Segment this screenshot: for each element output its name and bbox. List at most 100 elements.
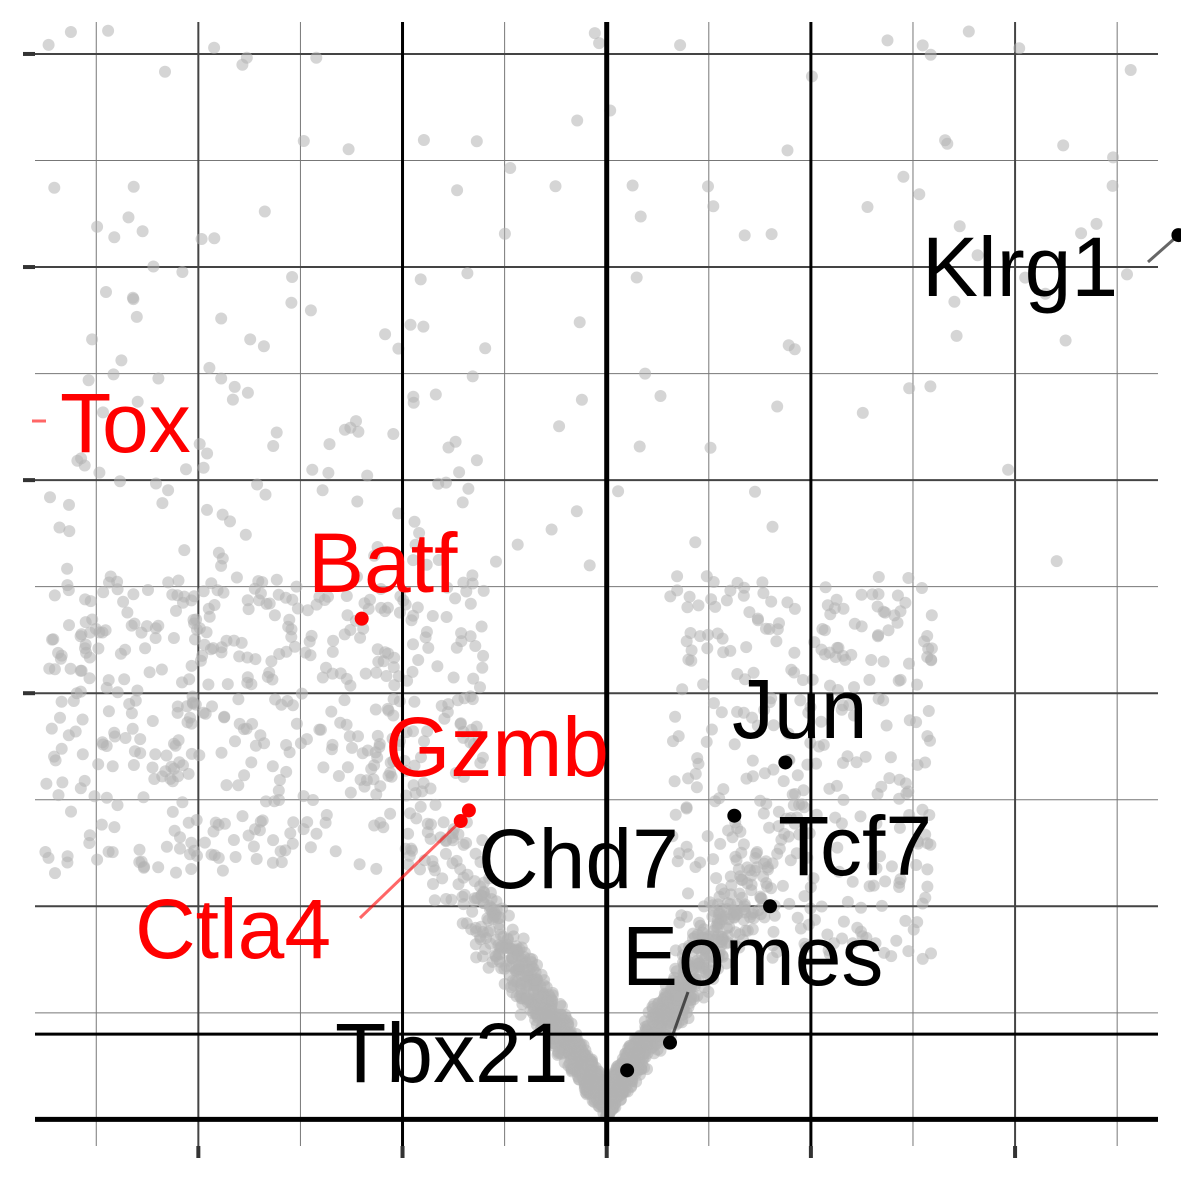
background-point — [97, 738, 109, 751]
background-point — [584, 1078, 597, 1091]
background-point — [874, 850, 886, 863]
background-point — [103, 576, 115, 589]
background-point — [689, 861, 702, 873]
background-point — [159, 65, 171, 78]
background-point — [778, 827, 791, 840]
background-point — [810, 808, 823, 821]
background-point — [182, 767, 195, 780]
background-point — [760, 622, 772, 635]
background-point — [340, 672, 353, 685]
background-point — [729, 926, 742, 939]
background-point — [254, 587, 267, 600]
background-point — [185, 863, 198, 875]
background-point — [474, 757, 487, 769]
background-point — [62, 729, 75, 742]
background-point — [102, 24, 115, 37]
background-point — [305, 629, 318, 642]
background-point — [220, 779, 233, 792]
background-point — [549, 1018, 562, 1031]
background-point — [435, 699, 448, 712]
background-point — [609, 1081, 622, 1093]
background-point — [855, 588, 868, 601]
background-point — [82, 374, 95, 387]
background-point — [788, 343, 801, 356]
background-point — [171, 700, 184, 713]
background-point — [549, 180, 562, 193]
background-point — [715, 706, 728, 719]
background-point — [953, 220, 966, 233]
background-point — [253, 824, 266, 837]
background-point — [180, 463, 192, 476]
background-point — [765, 595, 778, 608]
background-point — [297, 823, 310, 836]
background-point — [373, 741, 386, 753]
background-point — [538, 979, 551, 992]
background-point — [894, 873, 907, 886]
background-point — [92, 642, 105, 655]
background-point — [694, 630, 707, 643]
background-point — [414, 863, 426, 876]
background-point — [698, 981, 711, 994]
background-point — [97, 586, 110, 599]
background-point — [922, 705, 935, 717]
background-point — [867, 859, 880, 872]
background-point — [218, 817, 231, 830]
background-point — [731, 907, 744, 920]
background-point — [329, 845, 342, 858]
background-point — [156, 497, 169, 510]
background-point — [287, 816, 300, 829]
background-point — [717, 910, 730, 923]
background-point — [238, 769, 251, 782]
background-point — [215, 312, 228, 325]
background-point — [1106, 179, 1119, 192]
background-point — [861, 201, 874, 213]
background-point — [184, 848, 196, 861]
background-point — [193, 438, 206, 450]
background-point — [413, 527, 426, 539]
background-point — [48, 181, 61, 194]
background-point — [408, 695, 421, 708]
background-point — [441, 581, 454, 594]
background-point — [456, 917, 469, 930]
background-point — [201, 447, 214, 460]
background-point — [476, 661, 489, 674]
background-point — [476, 950, 489, 963]
background-point — [176, 676, 188, 689]
background-point — [824, 679, 836, 692]
background-point — [420, 558, 433, 571]
background-point — [468, 875, 481, 888]
background-point — [781, 144, 794, 157]
background-point — [671, 993, 684, 1006]
background-point — [424, 782, 437, 795]
background-point — [504, 162, 517, 174]
background-point — [1039, 287, 1052, 300]
background-point — [554, 1008, 567, 1021]
background-point — [288, 640, 301, 653]
background-point — [724, 584, 737, 597]
background-point — [74, 664, 87, 677]
background-point — [751, 719, 764, 732]
background-point — [286, 271, 299, 283]
background-point — [498, 962, 511, 975]
background-point — [466, 370, 479, 383]
background-point — [466, 905, 479, 918]
background-point — [793, 828, 806, 841]
background-point — [185, 747, 198, 760]
background-point — [710, 872, 723, 885]
background-point — [267, 440, 280, 452]
background-point — [669, 962, 682, 975]
background-point — [879, 606, 892, 619]
background-point — [215, 559, 228, 572]
background-point — [146, 761, 159, 774]
background-point — [79, 642, 91, 655]
background-point — [460, 837, 473, 849]
background-point — [83, 837, 96, 849]
background-point — [782, 727, 795, 740]
background-point — [172, 574, 185, 587]
background-point — [854, 810, 867, 823]
background-point — [971, 249, 984, 262]
background-point — [707, 905, 720, 917]
point-klrg1 — [1171, 228, 1181, 243]
background-point — [495, 940, 508, 953]
background-point — [280, 739, 293, 751]
